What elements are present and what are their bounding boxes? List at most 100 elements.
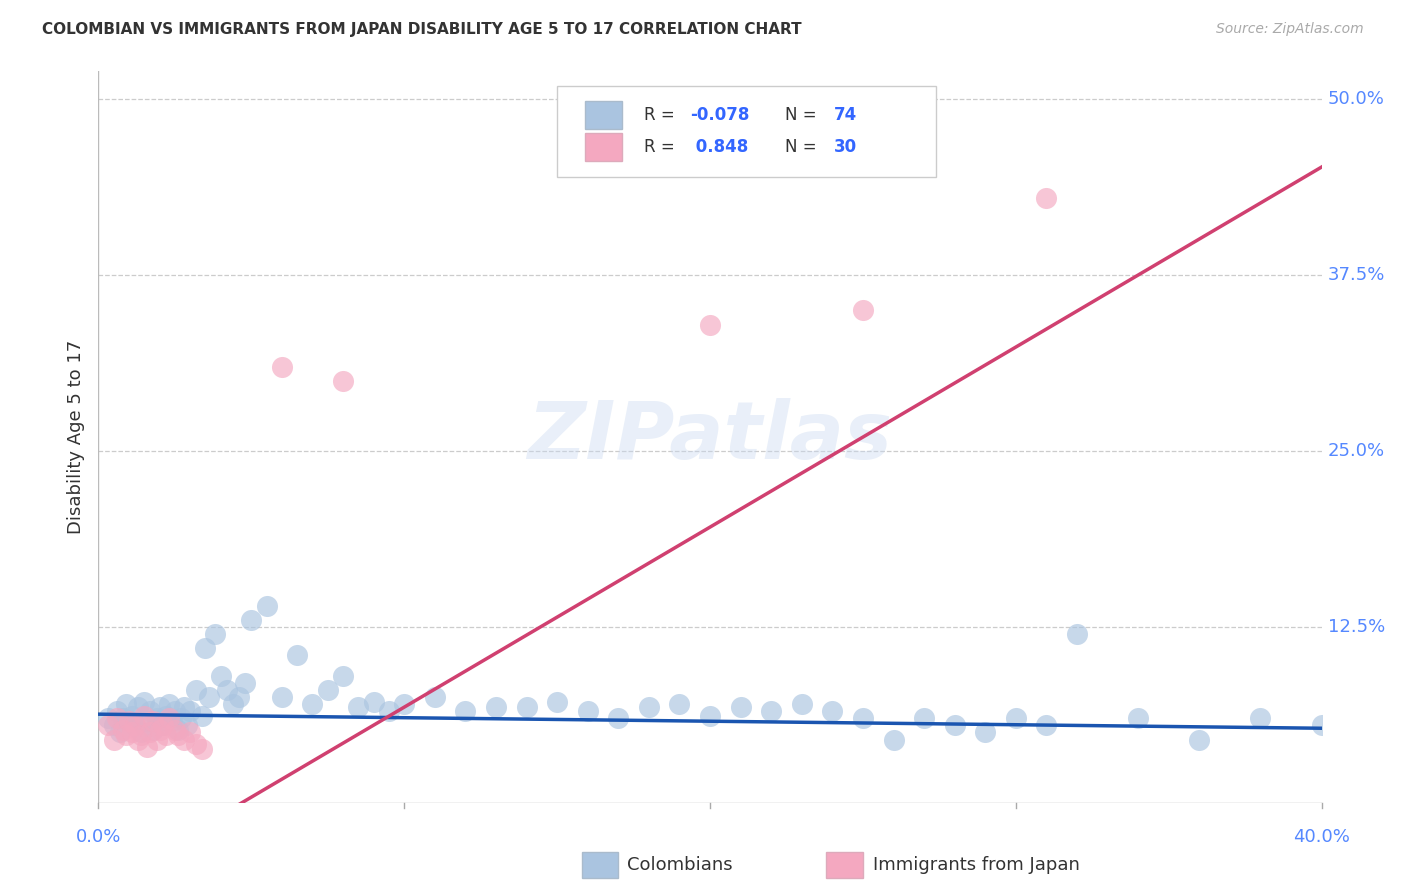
Point [186, 737, 208, 751]
Point [546, 694, 568, 708]
Point [233, 676, 256, 690]
Point [129, 728, 152, 742]
Text: N =: N = [785, 106, 821, 124]
Point [943, 718, 966, 732]
Text: 50.0%: 50.0% [1327, 90, 1385, 109]
Point [222, 698, 245, 712]
Point [790, 698, 813, 712]
Point [759, 705, 782, 719]
Point [730, 700, 752, 714]
Point [852, 303, 875, 318]
Point [179, 725, 201, 739]
Point [139, 725, 162, 739]
Text: 12.5%: 12.5% [1327, 618, 1385, 636]
Text: 0.0%: 0.0% [76, 828, 121, 847]
Text: R =: R = [644, 137, 681, 156]
Point [256, 599, 278, 613]
Point [142, 714, 165, 729]
FancyBboxPatch shape [585, 102, 621, 129]
Point [121, 725, 143, 739]
Point [163, 705, 186, 719]
Point [155, 728, 177, 742]
Point [176, 718, 198, 732]
Point [485, 700, 508, 714]
Point [1310, 718, 1333, 732]
Text: R =: R = [644, 106, 681, 124]
Point [1188, 732, 1211, 747]
Point [316, 683, 339, 698]
Point [204, 627, 226, 641]
Point [637, 700, 661, 714]
Point [134, 694, 156, 708]
Point [378, 705, 401, 719]
FancyBboxPatch shape [557, 86, 936, 178]
Point [103, 732, 125, 747]
Point [103, 718, 125, 732]
Point [197, 690, 219, 705]
FancyBboxPatch shape [582, 852, 619, 878]
Point [1004, 711, 1026, 725]
Point [607, 711, 630, 725]
Point [974, 725, 997, 739]
Point [121, 708, 143, 723]
Point [240, 613, 263, 627]
Point [1035, 191, 1057, 205]
Text: 30: 30 [834, 137, 856, 156]
Point [157, 698, 180, 712]
Point [191, 742, 214, 756]
Point [392, 698, 416, 712]
Point [215, 683, 238, 698]
Text: 74: 74 [834, 106, 856, 124]
Point [105, 711, 128, 725]
Point [363, 694, 385, 708]
Point [209, 669, 232, 683]
Point [1128, 711, 1150, 725]
Point [170, 711, 193, 725]
Point [576, 705, 599, 719]
Point [1066, 627, 1088, 641]
Point [149, 700, 172, 714]
FancyBboxPatch shape [585, 133, 621, 161]
Point [173, 700, 195, 714]
Point [167, 728, 190, 742]
Point [821, 705, 844, 719]
Point [270, 359, 292, 374]
Point [136, 714, 159, 729]
Point [699, 318, 721, 332]
Point [152, 718, 174, 732]
Text: 0.848: 0.848 [690, 137, 749, 156]
Text: 37.5%: 37.5% [1327, 267, 1385, 285]
Point [852, 711, 875, 725]
Point [142, 723, 165, 737]
Text: -0.078: -0.078 [690, 106, 749, 124]
Text: 40.0%: 40.0% [1294, 828, 1350, 847]
Point [111, 723, 134, 737]
Point [129, 725, 152, 739]
Point [145, 711, 167, 725]
Point [108, 725, 131, 739]
Point [1249, 711, 1271, 725]
Text: COLOMBIAN VS IMMIGRANTS FROM JAPAN DISABILITY AGE 5 TO 17 CORRELATION CHART: COLOMBIAN VS IMMIGRANTS FROM JAPAN DISAB… [42, 22, 801, 37]
Point [191, 708, 214, 723]
Point [668, 698, 690, 712]
Point [155, 708, 177, 723]
Text: N =: N = [785, 137, 821, 156]
Text: ZIPatlas: ZIPatlas [527, 398, 893, 476]
Text: Immigrants from Japan: Immigrants from Japan [873, 856, 1080, 874]
Point [105, 705, 128, 719]
Point [423, 690, 446, 705]
Point [97, 718, 120, 732]
Point [124, 718, 146, 732]
Point [139, 705, 162, 719]
Point [145, 732, 167, 747]
FancyBboxPatch shape [827, 852, 863, 878]
Point [136, 739, 159, 754]
Point [173, 732, 195, 747]
Point [118, 714, 141, 729]
Point [115, 698, 138, 712]
Point [270, 690, 292, 705]
Point [111, 711, 134, 725]
Point [152, 718, 174, 732]
Point [301, 698, 323, 712]
Point [134, 708, 156, 723]
